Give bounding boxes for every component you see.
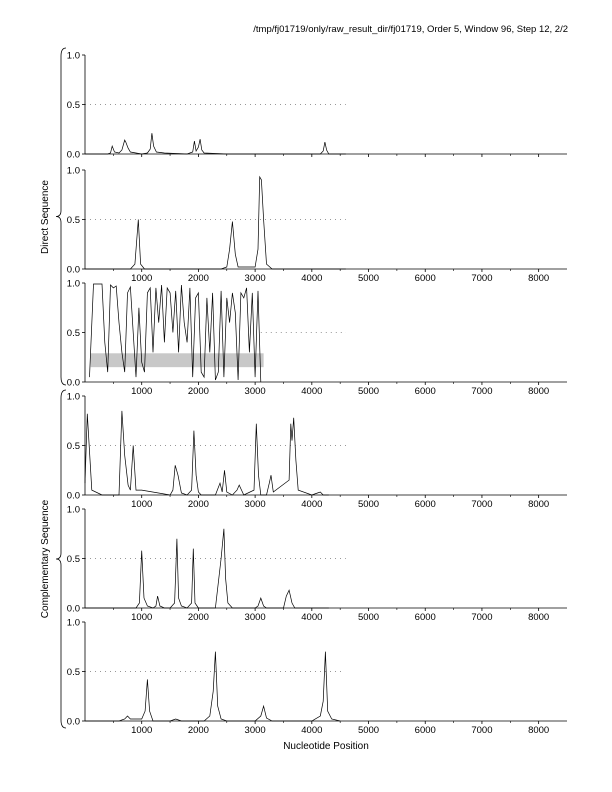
x-tick-label: 6000 [415,612,436,623]
y-tick-label: 0.0 [67,264,80,275]
x-tick-label: 7000 [471,725,492,736]
x-tick-label: 8000 [528,386,549,397]
panel-3: 0.0 0.5 1.0 1000 2000 3000 4000 5000 6000 7000 800… [67,278,567,397]
complementary-sequence-brace [55,389,67,729]
x-tick-label: 2000 [188,725,209,736]
x-tick-label: 4000 [301,499,322,510]
series-line-1 [89,283,262,383]
x-tick-label: 8000 [528,273,549,284]
x-tick-label: 1000 [131,612,152,623]
x-tick-label: 3000 [245,499,266,510]
x-tick-label: 1000 [131,499,152,510]
y-tick-label: 1.0 [67,278,80,289]
x-tick-label: 5000 [358,386,379,397]
x-tick-label: 5000 [358,273,379,284]
x-tick-label: 4000 [301,612,322,623]
x-tick-label: 2000 [188,386,209,397]
x-tick-label: 1000 [131,725,152,736]
y-tick-label: 0.5 [67,328,80,339]
shaded-band [90,353,264,368]
x-tick-label: 6000 [415,273,436,284]
direct-sequence-brace [55,47,67,386]
page-title: /tmp/fj01719/only/raw_result_dir/fj01719… [253,24,568,35]
x-tick-label: 1000 [131,273,152,284]
x-tick-label: 8000 [528,499,549,510]
x-tick-label: 3000 [245,612,266,623]
x-tick-label: 6000 [415,386,436,397]
x-tick-label: 4000 [301,725,322,736]
series-line-1 [85,133,346,155]
series-line-1 [85,175,346,270]
y-tick-label: 0.5 [67,667,80,678]
x-tick-label: 8000 [528,725,549,736]
y-tick-label: 0.5 [67,215,80,226]
series-line-1 [85,528,329,609]
y-tick-label: 0.0 [67,603,80,614]
x-tick-label: 7000 [471,612,492,623]
x-tick-label: 2000 [188,273,209,284]
series-line-1 [84,410,329,496]
x-tick-label: 6000 [415,499,436,510]
y-tick-label: 0.0 [67,716,80,727]
y-tick-label: 0.5 [67,100,80,111]
x-tick-label: 5000 [358,499,379,510]
x-tick-label: 7000 [471,499,492,510]
y-tick-label: 0.0 [67,377,80,388]
y-tick-label: 1.0 [67,617,80,628]
panel-2: 0.0 0.5 1.0 1000 2000 3000 4000 5000 6000 7000 800… [67,165,567,284]
x-tick-label: 5000 [358,725,379,736]
series-line-1 [85,651,341,722]
y-tick-label: 1.0 [67,504,80,515]
x-tick-label: 2000 [188,499,209,510]
x-tick-label: 1000 [131,386,152,397]
x-tick-label: 4000 [301,273,322,284]
panel-4: 0.0 0.5 1.0 1000 2000 3000 4000 5000 6000 7000 800… [67,391,567,510]
y-tick-label: 0.0 [67,490,80,501]
x-tick-label: 6000 [415,725,436,736]
x-tick-label: 7000 [471,273,492,284]
x-tick-label: 3000 [245,386,266,397]
y-tick-label: 1.0 [67,391,80,402]
y-tick-label: 0.0 [67,149,80,160]
x-axis-label: Nucleotide Position [283,741,369,752]
panel-5: 0.0 0.5 1.0 1000 2000 3000 4000 5000 6000 7000 800… [67,504,567,623]
y-tick-label: 0.5 [67,554,80,565]
group-label-direct: Direct Sequence [40,180,51,254]
y-tick-label: 0.5 [67,441,80,452]
x-tick-label: 8000 [528,612,549,623]
x-tick-label: 2000 [188,612,209,623]
y-tick-label: 1.0 [67,50,80,61]
panel-1: 0.0 0.5 1.0 [67,50,567,160]
x-tick-label: 3000 [245,725,266,736]
x-tick-label: 3000 [245,273,266,284]
x-tick-label: 4000 [301,386,322,397]
x-tick-label: 7000 [471,386,492,397]
y-tick-label: 1.0 [67,165,80,176]
x-tick-label: 5000 [358,612,379,623]
panel-6: 0.0 0.5 1.0 1000 2000 3000 4000 5000 6000 7000 800… [67,617,567,736]
group-label-complementary: Complementary Sequence [40,499,51,618]
